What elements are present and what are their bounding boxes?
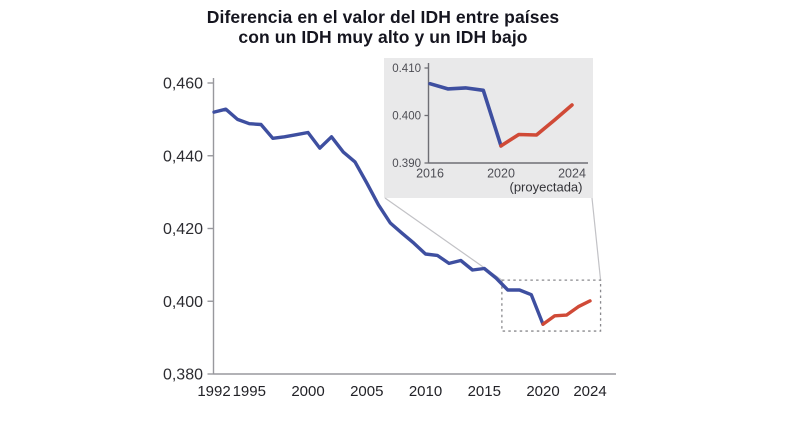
inset-y-tick-label: 0.390 bbox=[392, 158, 421, 170]
chart-title-line2: con un IDH muy alto y un IDH bajo bbox=[238, 27, 528, 47]
inset-y-tick-label: 0.410 bbox=[392, 63, 421, 75]
zoom-region-box bbox=[501, 279, 602, 332]
inset-panel bbox=[384, 58, 593, 198]
chart-title: Diferencia en el valor del IDH entre paí… bbox=[0, 7, 766, 47]
main-x-tick-label: 2020 bbox=[526, 383, 559, 400]
main-y-tick-label: 0,460 bbox=[163, 76, 203, 93]
main-x-tick-label: 2010 bbox=[409, 383, 442, 400]
inset-x-tick-label: 2016 bbox=[416, 167, 444, 181]
main-x-tick-label: 1995 bbox=[233, 383, 266, 400]
inset-series-historica bbox=[428, 81, 503, 148]
main-y-tick-label: 0,420 bbox=[163, 221, 203, 238]
main-x-tick-label: 2005 bbox=[350, 383, 383, 400]
inset-x-tick-label: 2024 bbox=[558, 167, 586, 181]
main-x-tick-label: 2000 bbox=[291, 383, 324, 400]
main-y-tick-label: 0,440 bbox=[163, 148, 203, 165]
inset-projected-note: (proyectada) bbox=[510, 180, 583, 195]
inset-series-proyectada bbox=[499, 103, 574, 148]
inset-x-tick-label: 2020 bbox=[487, 167, 515, 181]
main-series-historica bbox=[212, 107, 545, 326]
zoom-connector-right bbox=[591, 197, 602, 281]
zoom-connector-left bbox=[384, 197, 503, 281]
main-x-tick-label: 2024 bbox=[573, 383, 606, 400]
main-series-proyectada bbox=[541, 299, 592, 326]
main-x-tick-label: 1992 bbox=[197, 383, 230, 400]
main-x-tick-label: 2015 bbox=[468, 383, 501, 400]
main-y-tick-label: 0,380 bbox=[163, 367, 203, 384]
chart-title-line1: Diferencia en el valor del IDH entre paí… bbox=[206, 7, 560, 27]
main-y-tick-label: 0,400 bbox=[163, 294, 203, 311]
inset-y-tick-label: 0.400 bbox=[392, 111, 421, 123]
